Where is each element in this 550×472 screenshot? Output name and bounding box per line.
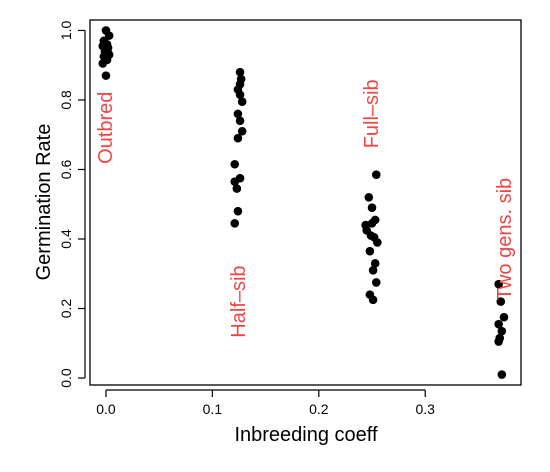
data-point (494, 279, 503, 289)
data-point (230, 219, 240, 228)
data-point (365, 246, 375, 256)
data-point (233, 206, 243, 216)
data-point (368, 295, 378, 305)
group-annotation: Two gens. sib (494, 178, 516, 300)
data-point (230, 159, 240, 169)
data-point (104, 31, 114, 40)
group-annotation: Full–sib (361, 79, 383, 148)
x-axis: 0.0 0.1 0.2 0.3 (96, 389, 435, 417)
data-point (101, 71, 111, 80)
y-tick-label: 0.8 (58, 90, 74, 110)
data-point (232, 184, 242, 193)
data-point (364, 192, 374, 202)
x-tick-label: 0.0 (96, 401, 116, 417)
y-tick-label: 0.2 (58, 299, 74, 319)
y-tick-label: 0.6 (58, 160, 74, 180)
data-point (230, 177, 240, 186)
data-point (98, 59, 108, 68)
data-point (494, 319, 503, 329)
data-point (233, 133, 243, 143)
group-annotations: Outbred Half–sib Full–sib Two gens. sib (95, 79, 516, 337)
y-tick-label: 0.4 (58, 229, 74, 249)
plot-frame (89, 19, 522, 386)
data-point (373, 238, 382, 247)
data-point (371, 170, 381, 179)
y-axis: 0.0 0.2 0.4 0.6 0.8 1.0 (58, 20, 86, 388)
group-annotation: Outbred (95, 92, 117, 164)
x-tick-label: 0.1 (203, 401, 223, 417)
data-point (233, 109, 243, 119)
data-points (98, 26, 509, 379)
data-point (235, 90, 245, 100)
data-point (497, 370, 507, 379)
x-tick-label: 0.3 (415, 401, 435, 417)
data-point (371, 278, 381, 287)
data-point (368, 265, 378, 275)
data-point (494, 337, 503, 346)
y-tick-label: 1.0 (58, 20, 74, 40)
data-point (370, 259, 380, 268)
data-point (235, 67, 245, 77)
data-point (497, 326, 507, 336)
y-axis-title: Germination Rate (33, 124, 55, 281)
data-point (496, 297, 506, 306)
data-point (499, 312, 509, 322)
x-tick-label: 0.2 (309, 401, 329, 417)
group-annotation: Half–sib (228, 265, 250, 337)
y-tick-label: 0.0 (58, 368, 74, 388)
data-point (367, 203, 377, 213)
x-axis-title: Inbreeding coeff (234, 424, 378, 446)
data-point (237, 97, 247, 106)
data-point (235, 116, 245, 126)
data-point (237, 126, 247, 136)
